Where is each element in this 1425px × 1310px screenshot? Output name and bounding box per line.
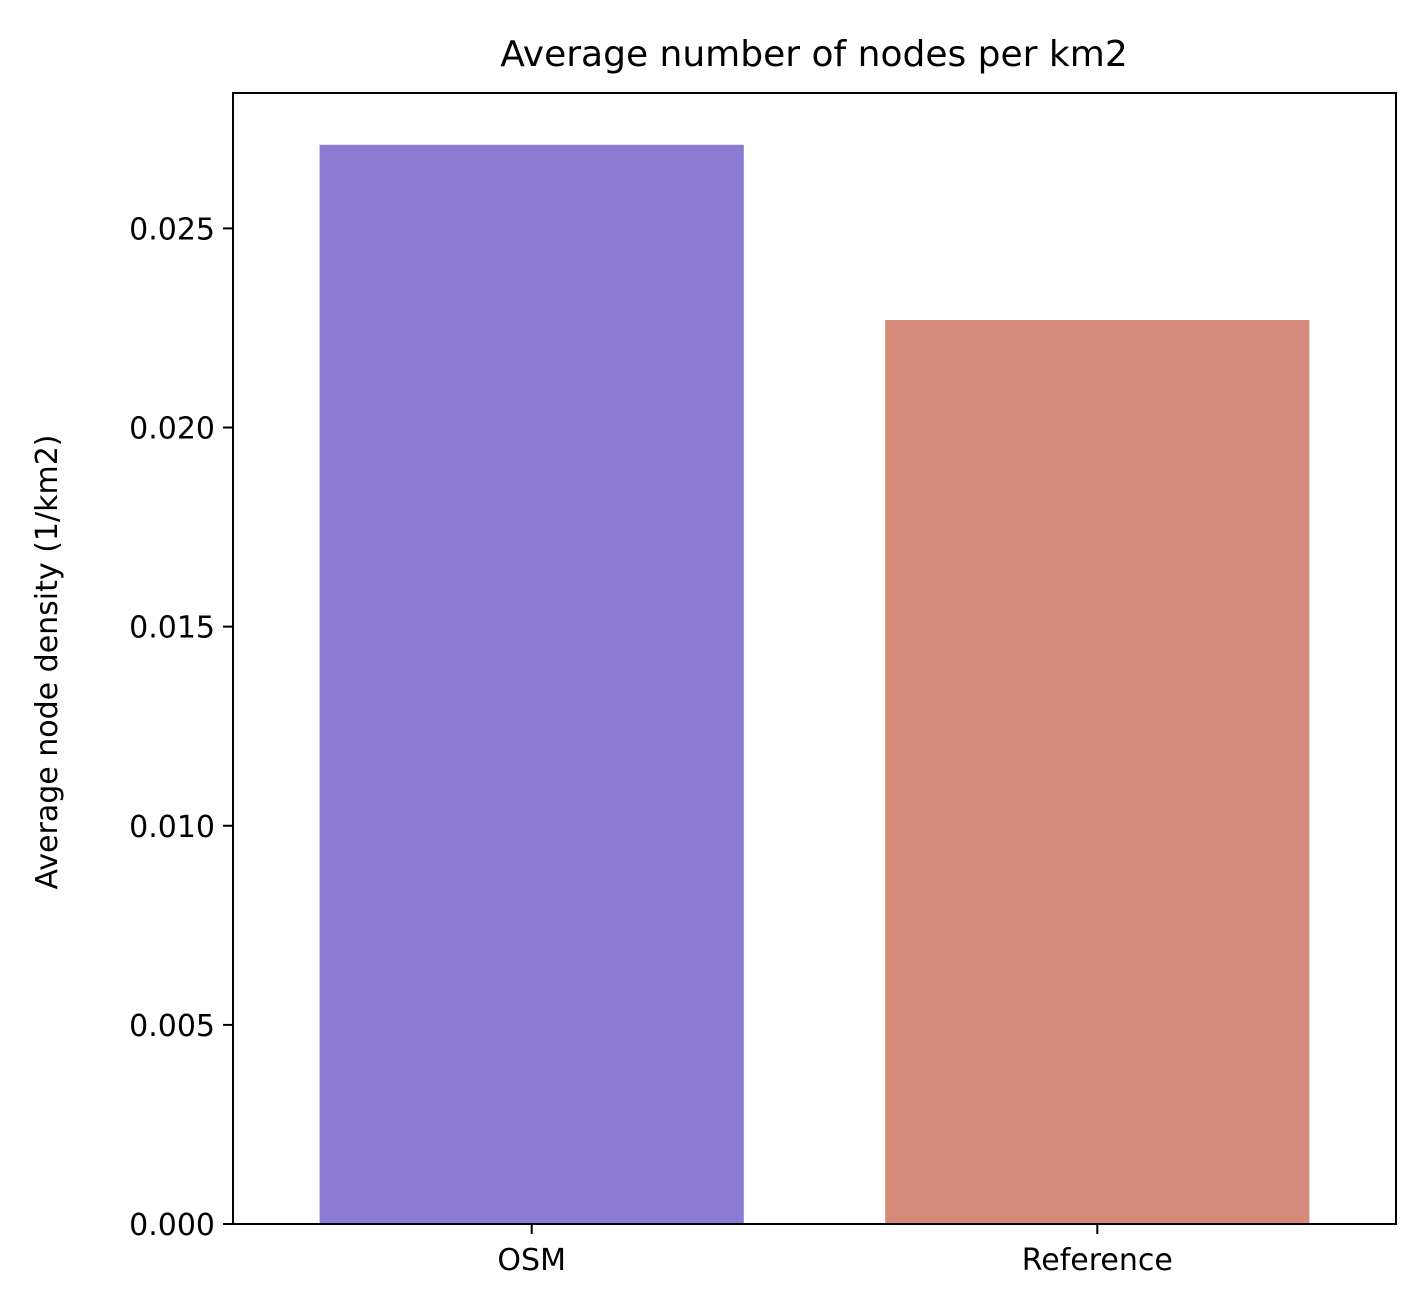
y-tick-label: 0.015 — [129, 611, 215, 646]
bars — [319, 144, 1310, 1225]
y-tick-label: 0.020 — [129, 412, 215, 447]
x-tick-label: Reference — [1022, 1243, 1173, 1278]
y-tick-label: 0.010 — [129, 810, 215, 845]
y-tick-label: 0.005 — [129, 1009, 215, 1044]
y-tick-label: 0.025 — [129, 212, 215, 247]
y-axis-label: Average node density (1/km2) — [30, 435, 65, 890]
chart-title: Average number of nodes per km2 — [500, 34, 1127, 75]
bar-reference — [885, 319, 1310, 1225]
y-tick-label: 0.000 — [129, 1208, 215, 1243]
x-tick-label: OSM — [497, 1243, 566, 1278]
plot-area-frame — [232, 92, 1397, 1225]
y-axis-ticks: 0.000 0.005 0.010 0.015 0.020 0.025 — [129, 212, 233, 1243]
bar-osm — [319, 144, 744, 1225]
x-axis-ticks: OSM Reference — [497, 1224, 1173, 1278]
